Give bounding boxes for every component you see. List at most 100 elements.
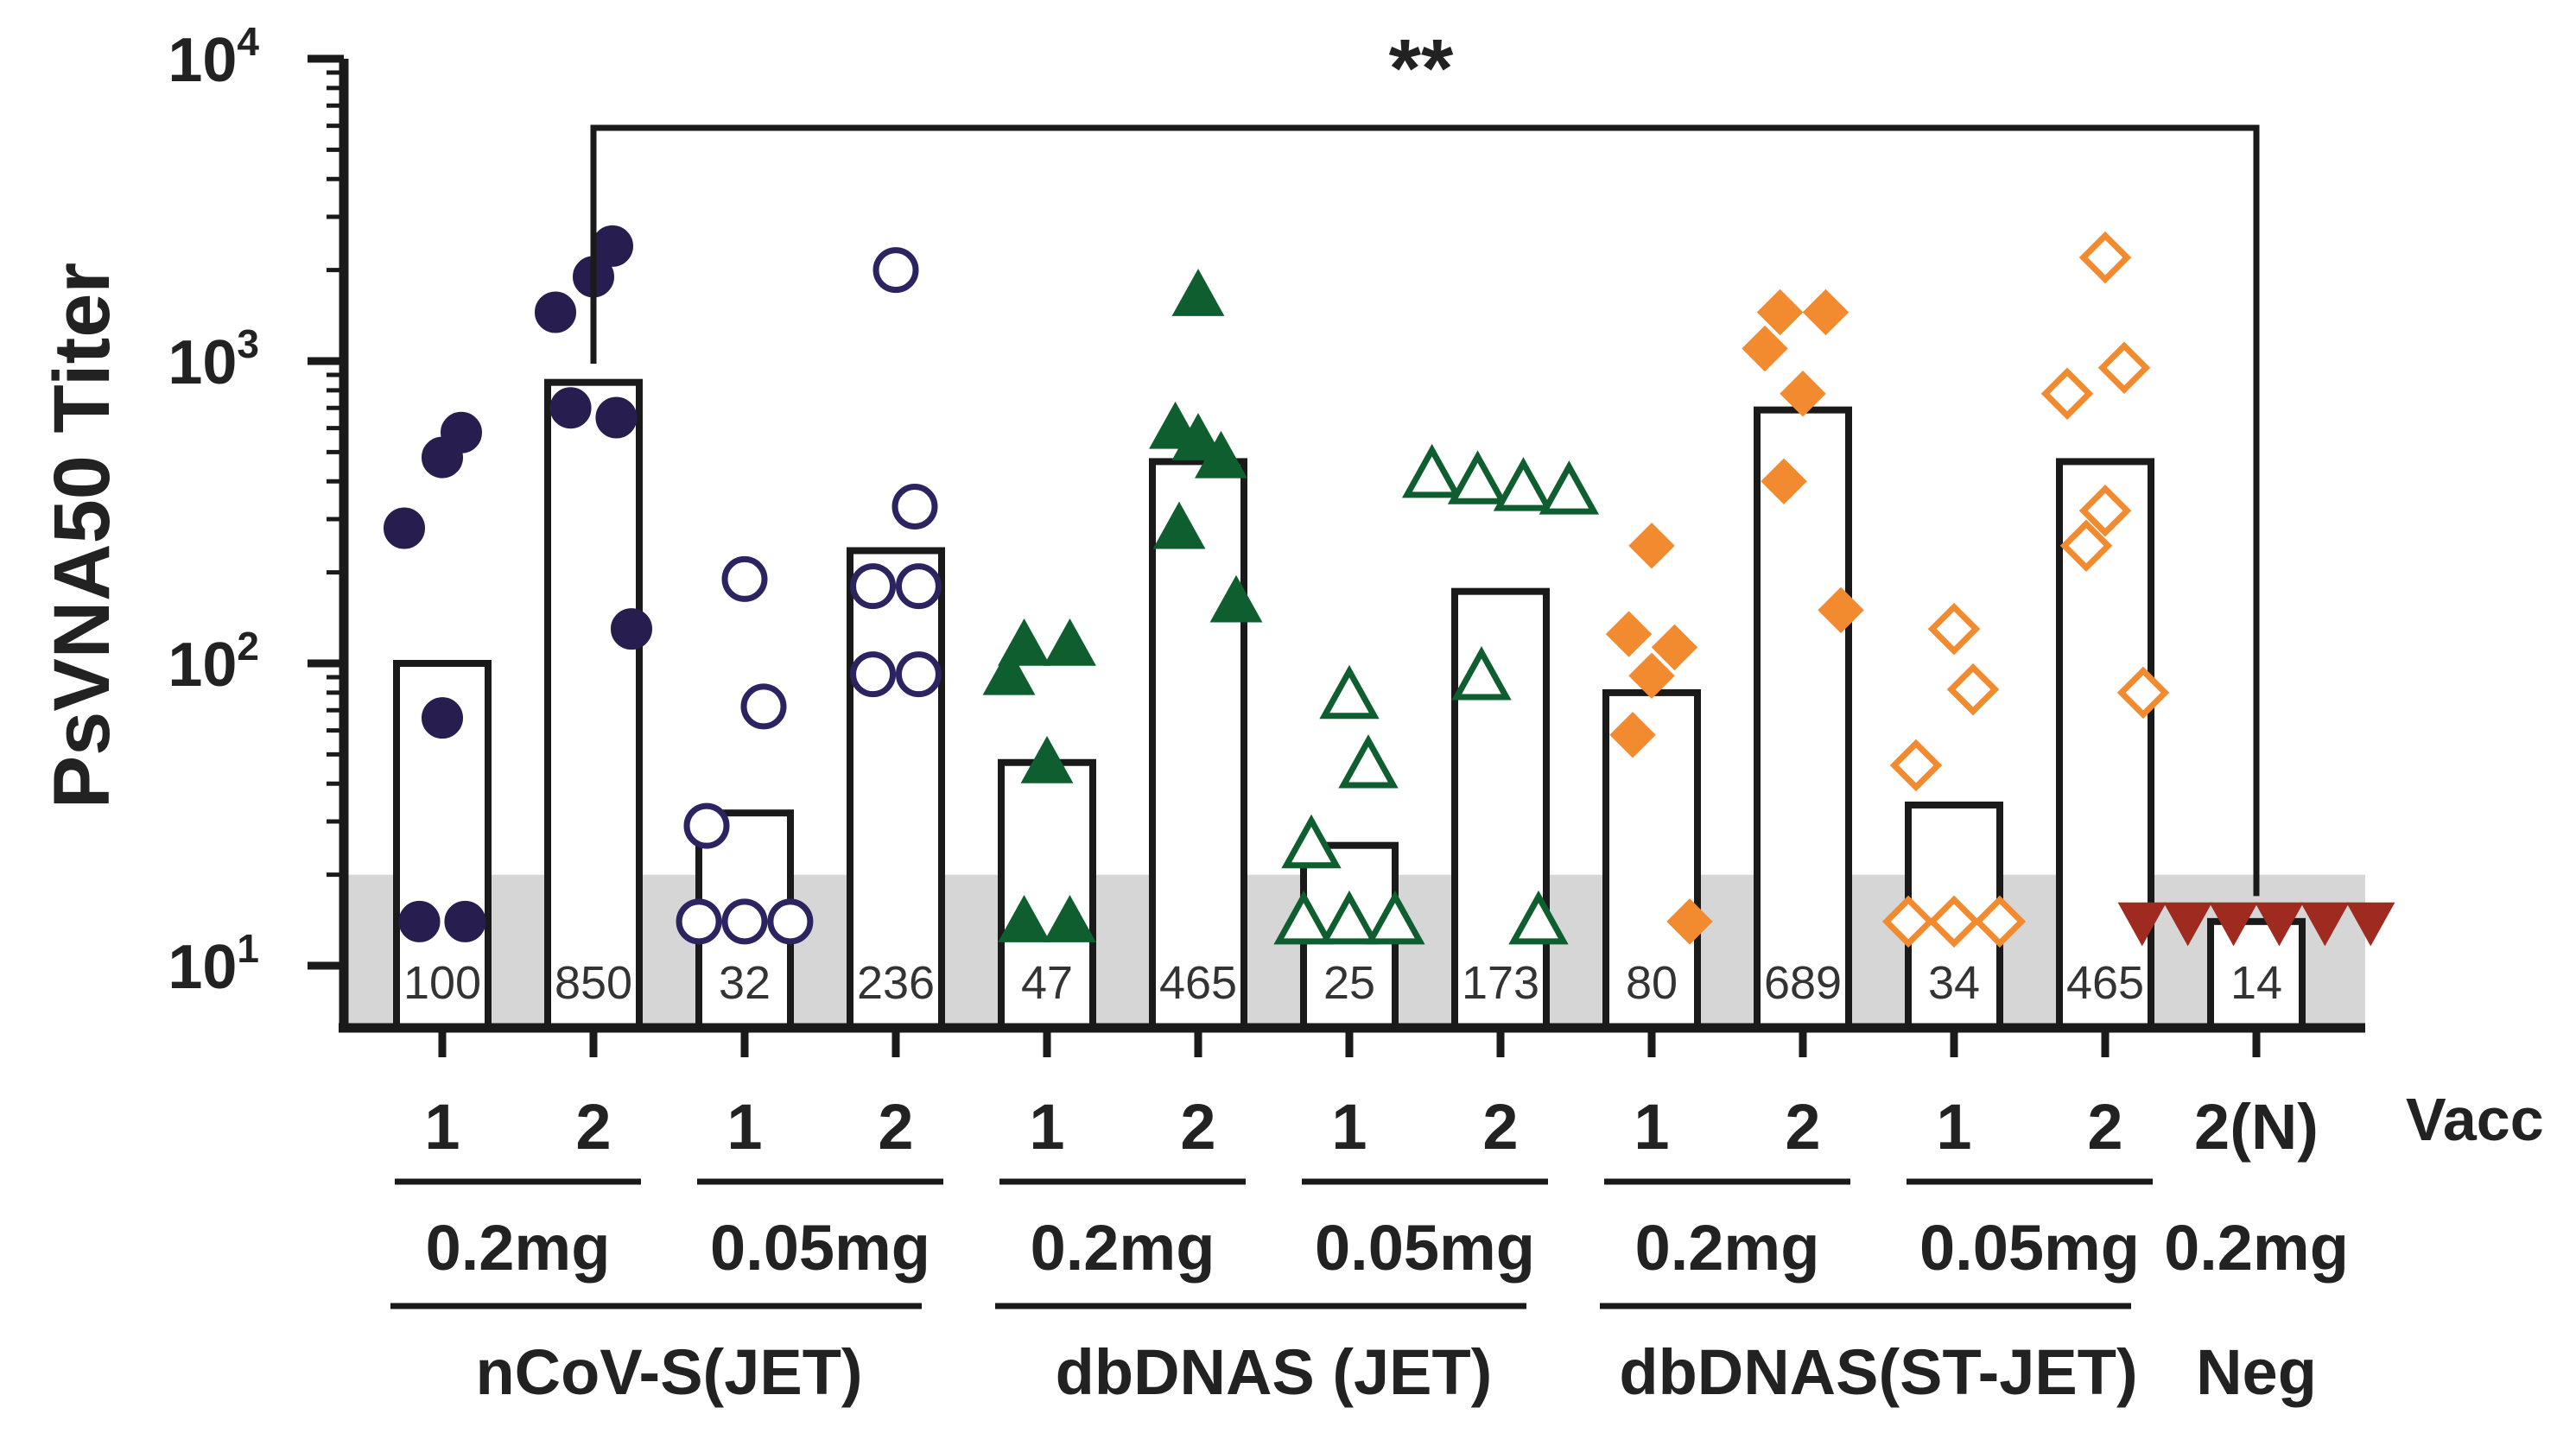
diamond-point <box>1927 602 1981 656</box>
y-axis-title: PsVNA50 Titer <box>38 263 126 808</box>
gmt-value-label: 850 <box>555 957 632 1009</box>
gmt-value-label: 25 <box>1323 957 1375 1009</box>
gmt-value-label: 47 <box>1021 957 1073 1009</box>
diamond-point <box>1609 712 1656 758</box>
circle-point <box>872 247 919 294</box>
triangle-point <box>1281 814 1342 869</box>
vacc-number-label: 2 <box>575 1091 611 1163</box>
vacc-number-label: 1 <box>726 1091 762 1163</box>
triangle-point <box>1319 664 1380 720</box>
gmt-value-label: 465 <box>2066 957 2144 1009</box>
circle-point <box>891 484 938 530</box>
dose-label: 0.05mg <box>710 1212 930 1284</box>
gmt-bar <box>1451 587 1550 1031</box>
gmt-value-label: 32 <box>719 957 771 1009</box>
diamond-point <box>1946 663 2000 716</box>
gmt-value-label: 689 <box>1764 957 1842 1009</box>
diamond-point <box>1881 895 1935 948</box>
vacc-number-label: 2 <box>878 1091 913 1163</box>
triangle-point <box>1209 574 1263 623</box>
circle-point <box>422 697 463 739</box>
triangle-point <box>1401 443 1462 498</box>
circle-point <box>595 396 638 439</box>
triangle-point <box>1044 618 1096 666</box>
triangle-point <box>1020 735 1074 783</box>
gmt-bar <box>544 378 643 1031</box>
circle-point <box>850 563 897 610</box>
gmt-value-label: 80 <box>1626 957 1678 1009</box>
diamond-point <box>1666 898 1713 945</box>
triangle-point <box>1319 890 1380 945</box>
diamond-point <box>1605 611 1653 657</box>
y-tick-label: 103 <box>168 321 259 397</box>
diamond-point <box>1628 523 1675 569</box>
vacc-number-label: 1 <box>424 1091 460 1163</box>
circle-point <box>535 291 576 333</box>
circle-point <box>444 900 486 942</box>
triangle-point <box>1493 457 1554 511</box>
gmt-bar <box>847 547 945 1031</box>
circle-point <box>441 411 482 453</box>
circle-point <box>611 608 652 650</box>
triangle-down-point <box>2209 902 2258 947</box>
gmt-bar <box>1754 406 1852 1031</box>
triangle-point <box>1171 269 1225 316</box>
vacc-number-label: 1 <box>1634 1091 1669 1163</box>
circle-point <box>384 507 425 549</box>
diamond-point <box>1802 289 1850 336</box>
gmt-value-label: 236 <box>857 957 935 1009</box>
vacc-number-label: 2 <box>1785 1091 1820 1163</box>
vaccine-label: dbDNAS(ST-JET) <box>1619 1336 2137 1408</box>
triangle-point <box>1273 890 1334 945</box>
triangle-point <box>982 647 1036 695</box>
circle-point <box>398 900 441 942</box>
diamond-point <box>2078 484 2132 537</box>
diamond-point <box>2040 367 2094 421</box>
significance-label: ** <box>1389 22 1454 115</box>
vaccine-label: dbDNAS (JET) <box>1056 1336 1493 1408</box>
gmt-value-label: 465 <box>1159 957 1237 1009</box>
gmt-value-label: 100 <box>403 957 481 1009</box>
circle-point <box>895 563 942 610</box>
significance-bracket <box>590 124 2260 897</box>
diamond-point <box>1889 739 1943 792</box>
gmt-value-label: 34 <box>1928 957 1980 1009</box>
vacc-number-label: 2(N) <box>2194 1091 2319 1163</box>
diamond-point <box>1756 289 1804 336</box>
gmt-value-label: 14 <box>2230 957 2282 1009</box>
triangle-point <box>1338 734 1399 789</box>
vacc-number-label: 2 <box>1180 1091 1215 1163</box>
circle-point <box>895 651 942 698</box>
circle-point <box>740 683 787 730</box>
circle-point <box>592 225 633 267</box>
diamond-point <box>2078 231 2132 284</box>
circle-point <box>721 898 768 945</box>
circle-point <box>683 802 730 849</box>
diamond-point <box>1742 325 1788 372</box>
triangle-point <box>1365 890 1425 945</box>
circle-point <box>767 898 814 945</box>
y-tick-label: 101 <box>168 926 259 1002</box>
dose-label: 0.05mg <box>1919 1212 2140 1284</box>
dose-label: 0.2mg <box>2164 1212 2349 1284</box>
dose-label: 0.2mg <box>426 1212 611 1284</box>
diamond-point <box>1761 458 1807 504</box>
triangle-point <box>1451 646 1512 701</box>
dose-label: 0.05mg <box>1315 1212 1535 1284</box>
triangle-point <box>1044 895 1096 942</box>
triangle-down-point <box>2300 902 2350 947</box>
triangle-point <box>1539 460 1600 515</box>
diamond-point <box>1780 371 1826 417</box>
vacc-number-label: 1 <box>1029 1091 1064 1163</box>
vacc-row-label: Vacc <box>2406 1086 2544 1153</box>
circle-point <box>721 555 768 602</box>
triangle-point <box>1195 430 1247 479</box>
diamond-point <box>2097 341 2151 395</box>
gmt-value-label: 173 <box>1462 957 1539 1009</box>
diamond-point <box>1927 895 1981 948</box>
diamond-point <box>1628 652 1675 700</box>
vaccine-label: Neg <box>2196 1336 2317 1408</box>
triangle-point <box>998 895 1050 942</box>
triangle-down-point <box>2255 902 2304 947</box>
diamond-point <box>1818 587 1864 634</box>
